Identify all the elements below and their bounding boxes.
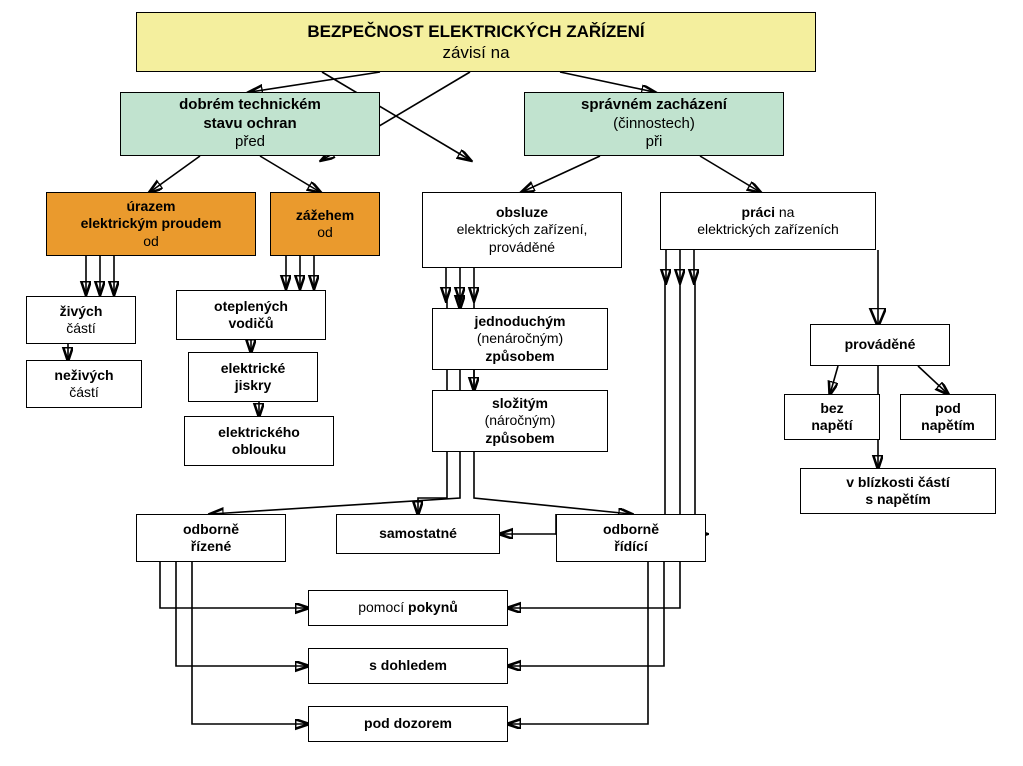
edge — [830, 366, 838, 394]
edge — [508, 562, 648, 724]
edge — [260, 156, 320, 192]
node-nezivych: neživýchčástí — [26, 360, 142, 408]
node-line: (činnostech) — [613, 115, 695, 134]
node-line: v blízkosti částí — [846, 474, 949, 492]
node-line: bez — [820, 400, 843, 418]
node-pokynu: pomocí pokynů — [308, 590, 508, 626]
edge — [918, 366, 948, 394]
edge — [150, 156, 200, 192]
node-uraz: úrazemelektrickým proudemod — [46, 192, 256, 256]
node-jedno: jednoduchým(nenáročným)způsobem — [432, 308, 608, 370]
node-line: správném zacházení — [581, 96, 727, 115]
node-line: elektrických zařízení, — [457, 221, 588, 239]
node-line: částí — [66, 320, 96, 338]
node-line: stavu ochran — [203, 115, 296, 134]
node-line: BEZPEČNOST ELEKTRICKÝCH ZAŘÍZENÍ — [307, 21, 644, 42]
edge — [176, 562, 308, 666]
node-line: s napětím — [865, 491, 930, 509]
node-line: elektrické — [221, 360, 286, 378]
node-line: řídící — [614, 538, 647, 556]
node-line: prováděné — [489, 239, 555, 257]
node-line: jiskry — [235, 377, 272, 395]
node-line: napětí — [811, 417, 852, 435]
node-line: pomocí pokynů — [358, 599, 458, 617]
node-podnap: podnapětím — [900, 394, 996, 440]
node-line: odborně — [603, 521, 659, 539]
node-line: dobrém technickém — [179, 96, 321, 115]
node-line: (nenáročným) — [477, 330, 563, 348]
edge — [508, 562, 680, 608]
node-line: od — [143, 233, 159, 251]
node-zivych: živýchčástí — [26, 296, 136, 344]
edge — [250, 72, 380, 92]
node-otepl: oteplenýchvodičů — [176, 290, 326, 340]
edge — [160, 562, 308, 608]
node-line: práci na — [742, 204, 795, 222]
node-line: při — [646, 133, 663, 152]
node-line: zážehem — [296, 207, 354, 225]
node-line: napětím — [921, 417, 975, 435]
node-line: složitým — [492, 395, 548, 413]
node-provad: prováděné — [810, 324, 950, 366]
node-line: vodičů — [228, 315, 273, 333]
node-line: elektrického — [218, 424, 300, 442]
node-odbriz: odborněřízené — [136, 514, 286, 562]
node-line: elektrickým proudem — [81, 215, 222, 233]
node-vbliz: v blízkosti částís napětím — [800, 468, 996, 514]
node-line: obsluze — [496, 204, 548, 222]
node-line: řízené — [191, 538, 231, 556]
node-line: způsobem — [485, 348, 554, 366]
edge — [560, 72, 654, 92]
node-line: jednoduchým — [474, 313, 565, 331]
node-line: odborně — [183, 521, 239, 539]
node-zazeh: zážehemod — [270, 192, 380, 256]
node-line: neživých — [54, 367, 113, 385]
edge — [700, 156, 760, 192]
node-line: živých — [60, 303, 103, 321]
edge — [522, 156, 600, 192]
node-sdohled: s dohledem — [308, 648, 508, 684]
node-line: oteplených — [214, 298, 288, 316]
node-line: oblouku — [232, 441, 286, 459]
edge — [192, 562, 308, 724]
node-right1: správném zacházení(činnostech)při — [524, 92, 784, 156]
node-line: samostatné — [379, 525, 457, 543]
node-praci: práci naelektrických zařízeních — [660, 192, 876, 250]
node-poddoz: pod dozorem — [308, 706, 508, 742]
node-jiskry: elektrickéjiskry — [188, 352, 318, 402]
node-slozit: složitým(náročným)způsobem — [432, 390, 608, 452]
node-line: závisí na — [442, 42, 509, 63]
node-line: (náročným) — [485, 412, 556, 430]
node-line: způsobem — [485, 430, 554, 448]
node-oblouk: elektrickéhooblouku — [184, 416, 334, 466]
node-samo: samostatné — [336, 514, 500, 554]
edge — [695, 282, 706, 534]
node-line: prováděné — [845, 336, 916, 354]
node-beznap: beznapětí — [784, 394, 880, 440]
node-line: pod — [935, 400, 961, 418]
node-root: BEZPEČNOST ELEKTRICKÝCH ZAŘÍZENÍzávisí n… — [136, 12, 816, 72]
node-line: s dohledem — [369, 657, 447, 675]
node-line: úrazem — [126, 198, 175, 216]
node-line: elektrických zařízeních — [697, 221, 839, 239]
node-line: od — [317, 224, 333, 242]
node-odbrid: odborněřídící — [556, 514, 706, 562]
node-line: před — [235, 133, 265, 152]
node-left1: dobrém technickémstavu ochranpřed — [120, 92, 380, 156]
node-obsluze: obsluzeelektrických zařízení,prováděné — [422, 192, 622, 268]
edge — [508, 562, 664, 666]
diagram-root: BEZPEČNOST ELEKTRICKÝCH ZAŘÍZENÍzávisí n… — [0, 0, 1023, 766]
node-line: částí — [69, 384, 99, 402]
node-line: pod dozorem — [364, 715, 452, 733]
